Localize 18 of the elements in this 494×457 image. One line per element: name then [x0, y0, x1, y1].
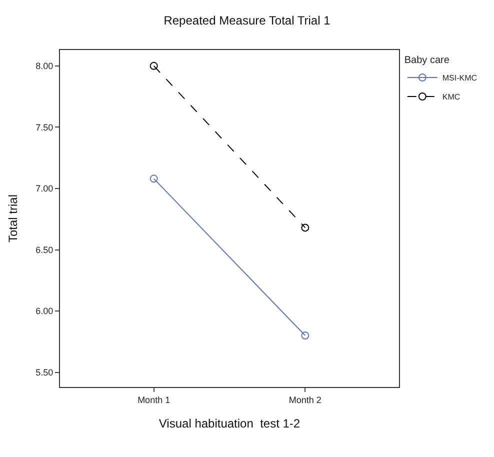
chart-title: Repeated Measure Total Trial 1	[164, 13, 331, 28]
y-tick-label: 7.00	[36, 184, 54, 194]
point	[150, 62, 158, 70]
legend-title: Baby care	[404, 55, 450, 66]
legend-label: KMC	[442, 92, 460, 102]
y-tick-label: 6.00	[36, 306, 54, 316]
y-tick-label: 8.00	[36, 61, 54, 72]
y-tick-label: 5.50	[36, 367, 54, 378]
legend-label: MSI-KMC	[442, 74, 478, 83]
y-tick-label: 7.50	[36, 122, 54, 132]
point	[150, 174, 158, 183]
y-axis-title: Total trial	[6, 194, 20, 243]
x-tick-label: Month 1	[138, 394, 170, 405]
x-axis-title: Visual habituation test 1-2	[158, 416, 300, 431]
point	[301, 332, 310, 340]
y-tick-label: 6.50	[36, 244, 54, 255]
point	[301, 224, 310, 232]
x-tick-label: Month 2	[288, 394, 322, 405]
